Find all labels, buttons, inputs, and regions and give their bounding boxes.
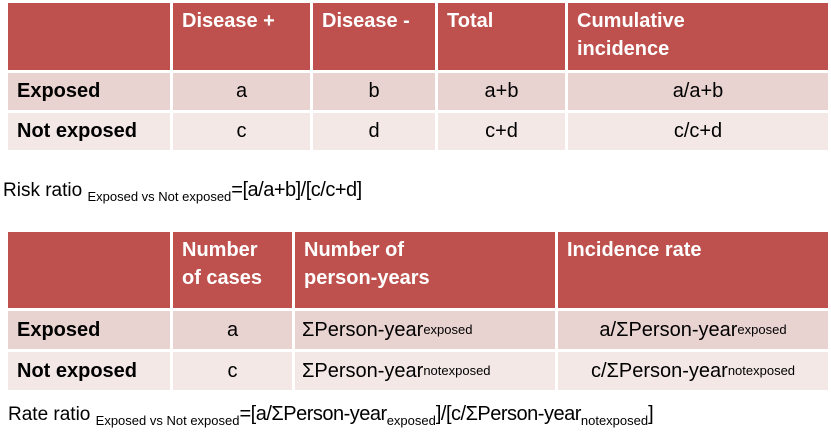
- risk-cell-exposed-disease-pos: a: [173, 73, 310, 110]
- rate-table-header-incidence-rate: Incidence rate: [558, 232, 828, 308]
- rate-ratio-formula: Rate ratio Exposed vs Not exposed=[a/ΣPe…: [8, 403, 654, 428]
- rate-row-exposed-label: Exposed: [8, 311, 170, 349]
- rate-row-not-exposed-label: Not exposed: [8, 352, 170, 390]
- rate-cell-not-exposed-person-years: ΣPerson-year notexposed: [295, 352, 555, 390]
- risk-cell-not-exposed-disease-pos: c: [173, 113, 310, 150]
- risk-table-corner-cell: [8, 3, 170, 70]
- rate-ratio-subscript: Exposed vs Not exposed: [95, 412, 240, 428]
- risk-table: Disease + Disease - Total Cumulative inc…: [8, 3, 828, 150]
- risk-cell-exposed-disease-neg: b: [313, 73, 435, 110]
- risk-cell-not-exposed-total: c+d: [438, 113, 565, 150]
- risk-cell-not-exposed-cum-incidence: c/c+d: [568, 113, 828, 150]
- risk-cell-exposed-total: a+b: [438, 73, 565, 110]
- rate-table-header-person-years: Number of person-years: [295, 232, 555, 308]
- risk-table-header-cumulative-incidence: Cumulative incidence: [568, 3, 828, 70]
- risk-table-header-disease-neg: Disease -: [313, 3, 435, 70]
- risk-table-header-disease-pos: Disease +: [173, 3, 310, 70]
- rate-table-header-number-of-cases: Number of cases: [173, 232, 292, 308]
- risk-ratio-subscript: Exposed vs Not exposed: [87, 188, 232, 204]
- rate-cell-exposed-incidence-rate: a/ΣPerson-year exposed: [558, 311, 828, 349]
- rate-table-corner-cell: [8, 232, 170, 308]
- risk-cell-exposed-cum-incidence: a/a+b: [568, 73, 828, 110]
- rate-ratio-prefix: Rate ratio: [8, 404, 96, 425]
- rate-ratio-expression: =[a/ΣPerson-yearexposed]/[c/ΣPerson-year…: [239, 403, 654, 428]
- risk-ratio-prefix: Risk ratio: [3, 180, 88, 201]
- risk-row-not-exposed-label: Not exposed: [8, 113, 170, 150]
- risk-row-exposed-label: Exposed: [8, 73, 170, 110]
- risk-ratio-expression: =[a/a+b]/[c/c+d]: [231, 179, 362, 201]
- rate-cell-exposed-person-years: ΣPerson-year exposed: [295, 311, 555, 349]
- rate-cell-exposed-cases: a: [173, 311, 292, 349]
- rate-cell-not-exposed-incidence-rate: c/ΣPerson-year notexposed: [558, 352, 828, 390]
- rate-cell-not-exposed-cases: c: [173, 352, 292, 390]
- risk-table-header-total: Total: [438, 3, 565, 70]
- risk-cell-not-exposed-disease-neg: d: [313, 113, 435, 150]
- rate-table: Number of cases Number of person-years I…: [8, 232, 828, 390]
- risk-ratio-formula: Risk ratio Exposed vs Not exposed=[a/a+b…: [3, 179, 362, 204]
